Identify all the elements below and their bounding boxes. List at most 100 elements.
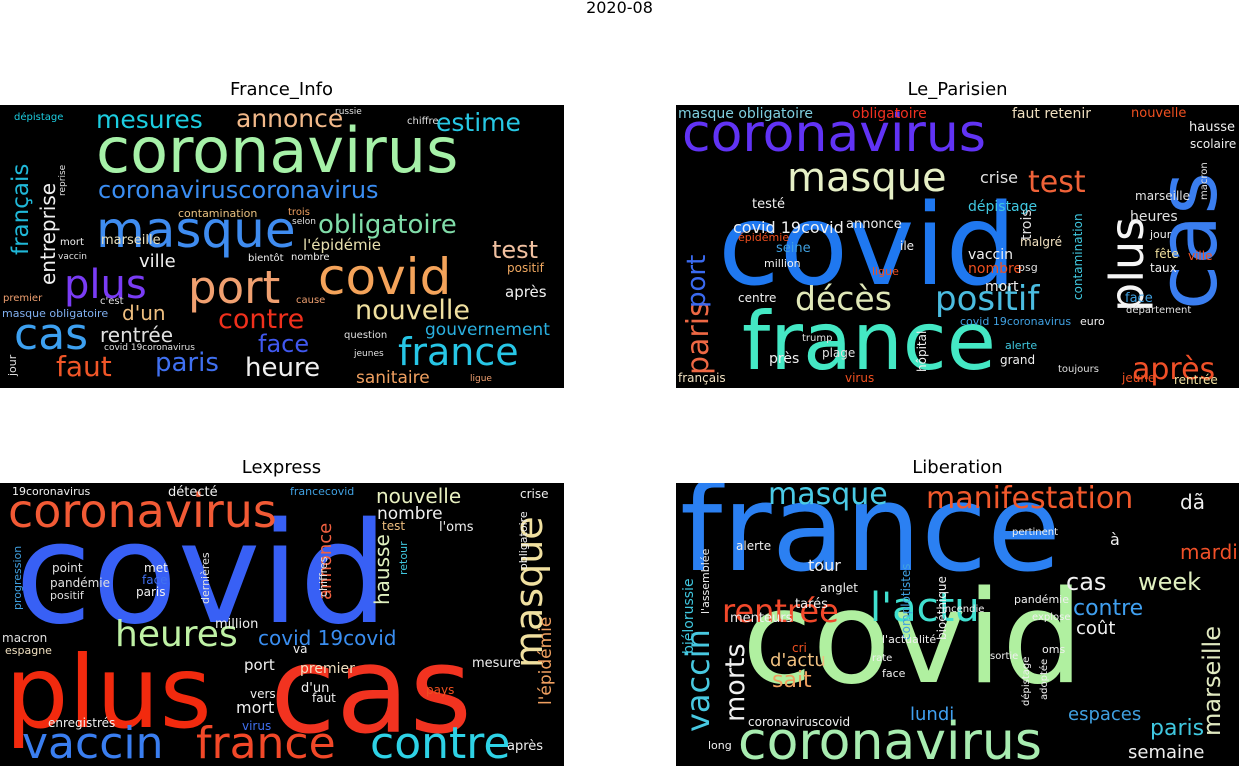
cloud-word: l'oms — [439, 520, 474, 535]
cloud-word: nombre — [377, 504, 443, 524]
wordcloud-france-info: coronavirus masque covid port cas plus france c… — [0, 105, 564, 388]
cloud-word: espagne — [5, 644, 52, 657]
cloud-word: d'un — [301, 681, 330, 696]
wordcloud-liberation: france covid coronavirus manifestation masqu… — [676, 483, 1239, 766]
cloud-word: rentrée — [722, 592, 839, 630]
panel-title-lexpress: Lexpress — [241, 457, 322, 478]
cloud-word: français — [678, 371, 726, 385]
cloud-word: macron — [2, 631, 48, 645]
cloud-word: met — [144, 561, 168, 575]
cloud-word: million — [215, 617, 259, 632]
cloud-word: jeunes — [354, 349, 384, 359]
cloud-word: tour — [808, 556, 841, 575]
cloud-word: positif — [935, 279, 1040, 319]
cloud-word: fête — [1155, 247, 1179, 261]
cloud-word: enregistrés — [48, 716, 116, 730]
cloud-word: virus — [242, 719, 272, 733]
cloud-word: explose — [1032, 612, 1071, 623]
cloud-word: taux — [1150, 261, 1177, 275]
cloud-word: covid — [15, 493, 389, 656]
cloud-word: tarés — [795, 597, 828, 612]
cloud-word: malgré — [1020, 235, 1063, 249]
cloud-word: annonce — [846, 217, 902, 232]
cloud-word: long — [708, 739, 732, 752]
cloud-word: premier — [300, 661, 355, 677]
cloud-word: l'épidémie — [536, 616, 556, 705]
cloud-word: sait — [772, 668, 812, 693]
cloud-word: cri — [792, 641, 807, 655]
cloud-word: coronavirus — [738, 712, 1042, 766]
cloud-word: grand — [1000, 353, 1036, 367]
cloud-word: selon — [292, 217, 316, 227]
cloud-word: cause — [296, 295, 326, 306]
cloud-word: obligatoire — [517, 511, 530, 570]
cloud-word: nombre — [968, 261, 1023, 277]
cloud-word: cas — [270, 622, 473, 761]
cloud-word: mort — [236, 698, 275, 717]
cloud-word: contre — [1073, 596, 1144, 621]
cloud-word: hausse — [370, 534, 394, 605]
cloud-word: sanitaire — [356, 368, 430, 388]
cloud-word: contre — [370, 718, 511, 766]
cloud-word: ville — [1188, 249, 1213, 263]
cloud-word: coronaviruscoronavirus — [98, 176, 379, 204]
cloud-word: crise — [520, 487, 549, 501]
cloud-word: port — [188, 261, 281, 314]
cloud-word: rentrée — [100, 323, 173, 347]
cloud-word: faut — [312, 691, 336, 705]
cloud-word: hôpital — [915, 330, 929, 372]
cloud-word: jeune — [1122, 371, 1156, 385]
cloud-word: après — [505, 283, 547, 301]
cloud-word: premier — [3, 293, 43, 304]
cloud-word: jour — [6, 354, 19, 376]
cloud-word: mort — [60, 237, 84, 248]
cloud-word: point — [52, 561, 83, 575]
cloud-word: russie — [335, 107, 362, 117]
cloud-word: d'actu — [770, 650, 826, 671]
cloud-word: testé — [752, 197, 785, 212]
cloud-word: pandémie — [50, 576, 110, 590]
cloud-word: positif — [50, 589, 84, 602]
cloud-word: mardi — [1180, 540, 1238, 564]
cloud-word: marseille — [1135, 189, 1190, 203]
cloud-word: entreprise — [36, 182, 60, 285]
cloud-word: contre — [218, 304, 305, 335]
cloud-word: ligue — [872, 265, 899, 278]
cloud-word: coronavirus — [682, 105, 986, 164]
cloud-word: rate — [872, 653, 893, 664]
wordcloud-lexpress: covid cas plus coronavirus france contre vacci… — [0, 483, 564, 766]
cloud-word: faut retenir — [1012, 106, 1092, 122]
cloud-word: marseille — [101, 233, 161, 248]
cloud-word: france — [680, 483, 1061, 599]
cloud-word: heures — [1130, 209, 1178, 225]
cloud-word: coronaviruscovid — [748, 715, 851, 729]
cloud-word: d'un — [122, 301, 166, 325]
cloud-word: dernières — [199, 552, 212, 604]
figure-title: 2020-08 — [586, 0, 653, 17]
cloud-word: menteurs — [730, 611, 793, 626]
cloud-word: week — [1138, 568, 1202, 596]
cloud-word: annonce — [236, 105, 344, 133]
cloud-word: dépistage — [14, 112, 64, 123]
cloud-word: nouvelle — [355, 295, 470, 326]
cloud-word: test — [1028, 165, 1086, 200]
cloud-word: cas — [14, 309, 89, 360]
cloud-word: face — [1125, 291, 1153, 306]
cloud-word: cas — [1066, 568, 1107, 596]
cloud-word: paris — [681, 301, 716, 375]
cloud-word: bientôt — [248, 253, 284, 264]
cloud-word: l'actualité — [882, 633, 937, 646]
cloud-word: coronavirus — [8, 484, 277, 538]
cloud-word: face — [142, 573, 168, 587]
cloud-word: incendie — [942, 604, 985, 615]
wordcloud-le-parisien: covid france coronavirus cas masque plus posit… — [676, 105, 1239, 388]
cloud-word: dépistage — [1021, 656, 1032, 706]
cloud-word: après — [1132, 352, 1216, 387]
cloud-word: vers — [250, 687, 276, 701]
cloud-word: français — [8, 163, 34, 255]
cloud-word: virus — [845, 371, 875, 385]
cloud-word: sortie — [990, 651, 1019, 662]
cloud-word: masque obligatoire — [678, 106, 814, 122]
cloud-word: masque — [787, 155, 947, 201]
cloud-word: heures — [115, 614, 238, 655]
